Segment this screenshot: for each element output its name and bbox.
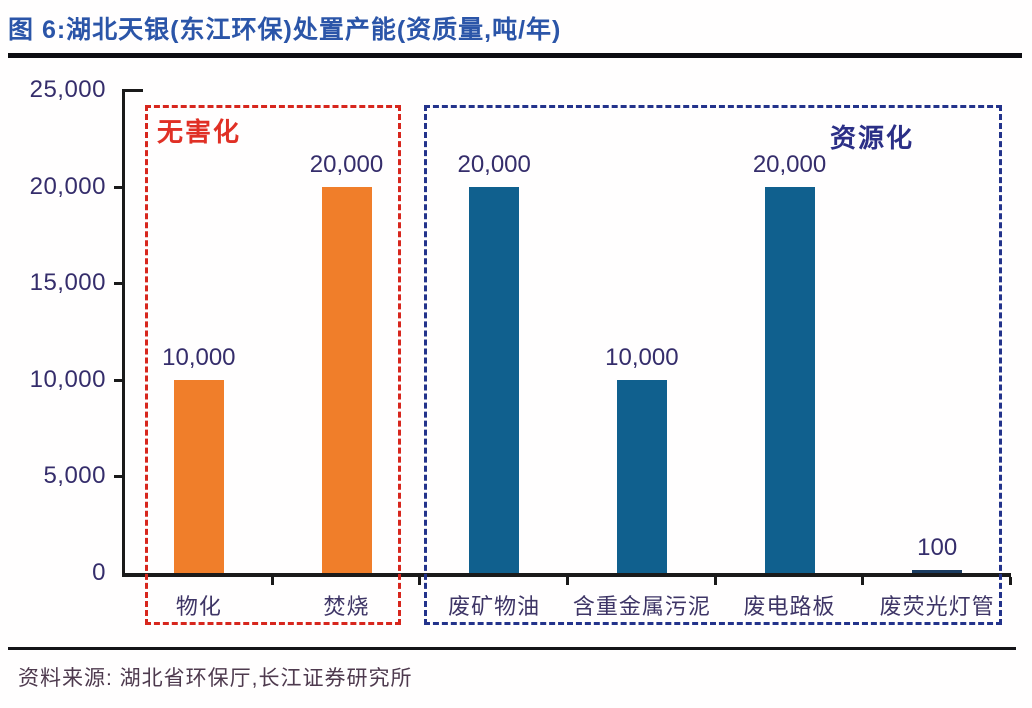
x-category-label: 废荧光灯管 [879, 594, 995, 619]
bar-value-label: 20,000 [457, 150, 531, 178]
y-tick-label: 20,000 [29, 172, 106, 200]
y-axis-tick [114, 378, 122, 382]
title-divider [8, 53, 1022, 58]
x-category-label: 废电路板 [743, 594, 836, 619]
bar-5 [764, 186, 815, 573]
y-tick-label: 0 [92, 559, 106, 586]
bar-6 [912, 570, 963, 573]
x-category-label: 含重金属污泥 [572, 594, 711, 619]
x-category-label: 废矿物油 [448, 594, 541, 619]
x-axis-tick [270, 577, 274, 585]
source-note: 资料来源: 湖北省环保厅,长江证券研究所 [18, 667, 413, 690]
group-label-resource-recovery: 资源化 [830, 123, 915, 153]
bar-slot: 20,000 废矿物油 [420, 90, 568, 619]
bar-3 [469, 186, 520, 573]
bar-slot: 10,000 物化 [125, 90, 273, 619]
x-axis-tick [566, 577, 569, 585]
y-tick-label: 10,000 [29, 365, 106, 393]
x-axis-tick [418, 577, 422, 585]
y-axis-top-cap [122, 89, 143, 92]
x-axis-tick [1009, 577, 1012, 585]
footer-divider [8, 647, 1016, 650]
bar-4 [616, 379, 667, 573]
plot-area: 10,000 物化 20,000 焚烧 20,000 废矿物油 10,000 含重金属污泥 20… [114, 90, 1012, 619]
y-axis-tick [114, 185, 122, 189]
x-category-label: 物化 [175, 594, 222, 619]
bar-value-label: 20,000 [752, 150, 827, 178]
bar-1 [173, 379, 224, 573]
x-category-label: 焚烧 [323, 594, 370, 619]
bar-2 [321, 186, 372, 573]
figure-title: 图 6:湖北天银(东江环保)处置产能(资质量,吨/年) [8, 16, 562, 44]
bar-slot: 100 废荧光灯管 [863, 90, 1011, 619]
bar-slot: 20,000 焚烧 [273, 90, 421, 619]
bar-slot: 20,000 废电路板 [716, 90, 864, 619]
y-tick-label: 15,000 [29, 269, 106, 297]
bar-value-label: 10,000 [605, 343, 679, 371]
x-axis-tick [861, 577, 865, 585]
y-tick-label: 25,000 [29, 76, 106, 103]
bar-slot: 10,000 含重金属污泥 [568, 90, 716, 619]
bar-value-label: 100 [917, 534, 958, 561]
bars-row: 10,000 物化 20,000 焚烧 20,000 废矿物油 10,000 含重金属污泥 20… [125, 90, 1011, 619]
group-label-harmless-treatment: 无害化 [157, 117, 242, 147]
y-axis-tick [114, 475, 122, 479]
bar-value-label: 10,000 [162, 343, 236, 371]
y-tick-label: 5,000 [43, 462, 106, 490]
bar-value-label: 20,000 [309, 150, 384, 178]
y-axis-tick [114, 282, 122, 286]
x-axis-tick [713, 577, 717, 585]
